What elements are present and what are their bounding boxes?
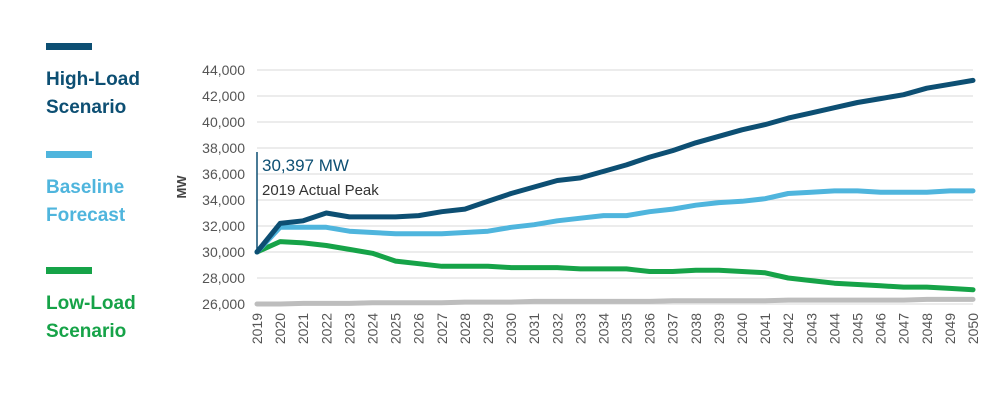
y-tick-label: 34,000 [202,192,245,208]
series-line [254,296,976,307]
y-tick-label: 32,000 [202,218,245,234]
x-tick-label: 2045 [850,313,866,344]
series-line [254,188,976,255]
y-tick-label: 30,000 [202,244,245,260]
x-tick-label: 2034 [595,313,611,344]
legend-swatch-low-load [46,267,92,274]
x-tick-label: 2042 [780,313,796,344]
y-tick-label: 38,000 [202,140,245,156]
x-tick-label: 2040 [734,313,750,344]
x-tick-label: 2030 [503,313,519,344]
x-tick-label: 2032 [549,313,565,344]
legend-item-baseline: Baseline Forecast [46,151,125,230]
series-line [254,77,976,255]
x-tick-label: 2029 [480,313,496,344]
legend-item-high-load: High-Load Scenario [46,43,140,122]
legend-swatch-high-load [46,43,92,50]
y-tick-label: 44,000 [202,62,245,78]
y-tick-label: 36,000 [202,166,245,182]
legend-label-low-load: Low-Load Scenario [46,293,136,342]
x-tick-label: 2050 [965,313,981,344]
x-tick-label: 2023 [341,313,357,344]
x-tick-label: 2041 [757,313,773,344]
annotation-value: 30,397 MW [262,156,349,175]
series-line [254,239,976,293]
x-tick-label: 2048 [919,313,935,344]
legend-label-baseline: Baseline Forecast [46,177,126,226]
y-tick-label: 26,000 [202,296,245,312]
x-tick-label: 2026 [411,313,427,344]
x-tick-label: 2024 [364,313,380,344]
x-tick-label: 2036 [642,313,658,344]
x-tick-label: 2025 [388,313,404,344]
x-tick-label: 2047 [896,313,912,344]
legend-item-low-load: Low-Load Scenario [46,267,136,346]
x-tick-label: 2033 [572,313,588,344]
x-tick-label: 2035 [619,313,635,344]
x-tick-label: 2039 [711,313,727,344]
chart-legend: High-Load Scenario Baseline Forecast Low… [46,0,176,400]
series-lines [254,77,976,307]
x-tick-label: 2043 [803,313,819,344]
x-tick-label: 2037 [665,313,681,344]
x-tick-label: 2044 [826,313,842,344]
x-axis-ticks: 2019 2020 2021 2022 2023 2024 2025 2026 2027 2028… [249,313,981,344]
legend-swatch-baseline [46,151,92,158]
x-tick-label: 2046 [873,313,889,344]
x-tick-label: 2019 [249,313,265,344]
x-tick-label: 2027 [434,313,450,344]
legend-label-high-load: High-Load Scenario [46,69,140,118]
x-tick-label: 2021 [295,313,311,344]
x-tick-label: 2022 [318,313,334,344]
annotation-text: 2019 Actual Peak [262,182,379,199]
y-axis-label: MW [174,175,189,199]
x-tick-label: 2028 [457,313,473,344]
x-tick-label: 2020 [272,313,288,344]
x-tick-label: 2038 [688,313,704,344]
x-tick-label: 2049 [942,313,958,344]
peak-annotation: 30,397 MW 2019 Actual Peak [256,152,379,250]
y-tick-label: 28,000 [202,270,245,286]
x-tick-label: 2031 [526,313,542,344]
y-axis-ticks: 44,000 42,000 40,000 38,000 36,000 34,000 32,0… [202,62,245,312]
y-tick-label: 42,000 [202,88,245,104]
y-tick-label: 40,000 [202,114,245,130]
